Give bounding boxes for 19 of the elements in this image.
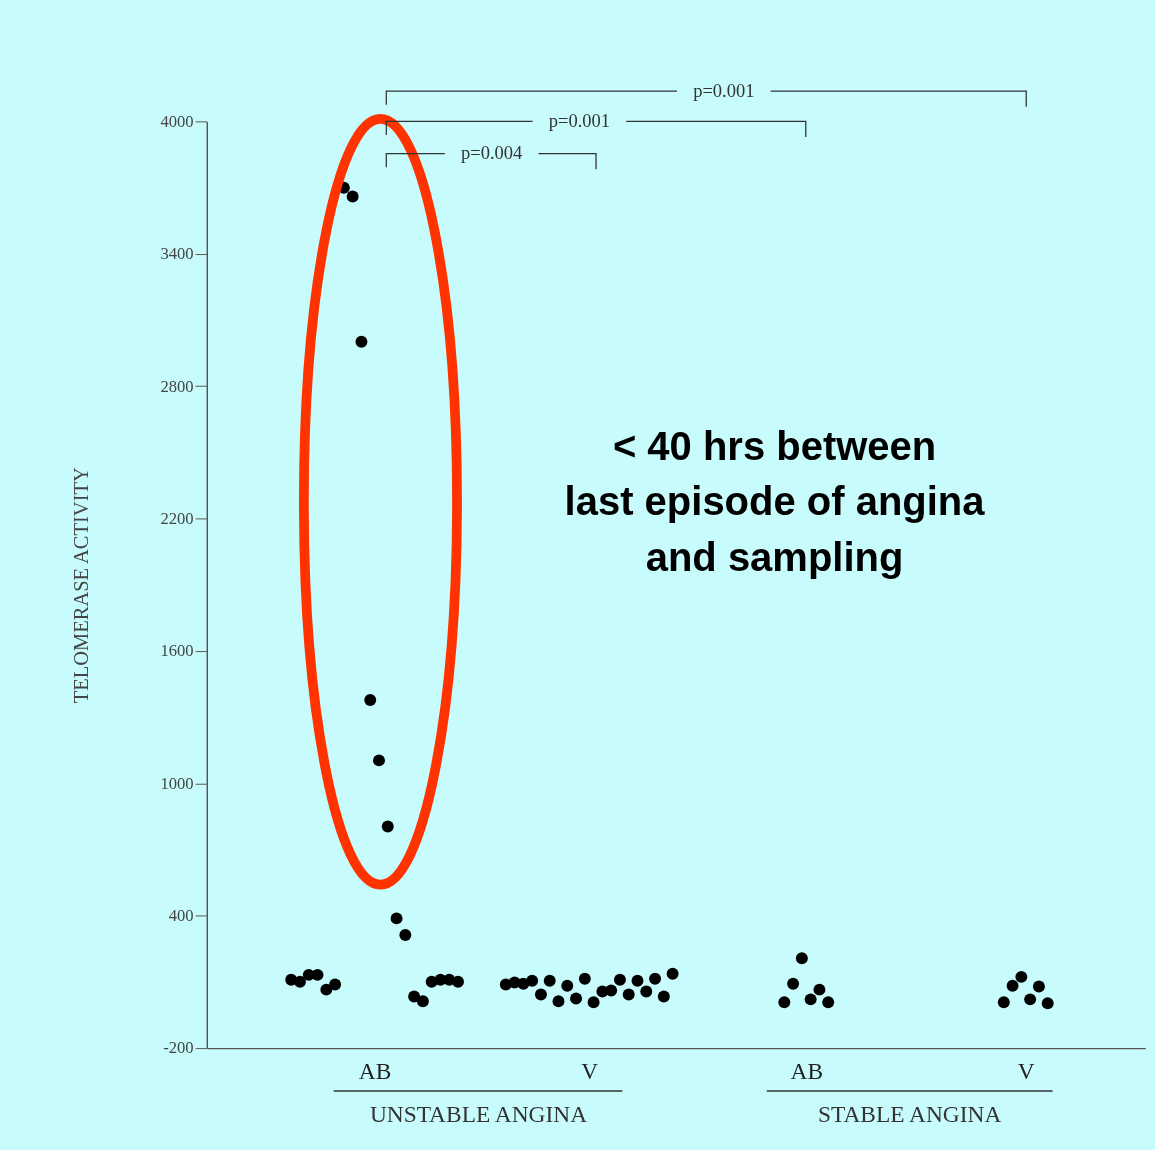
y-tick-label: 3400 bbox=[160, 244, 194, 264]
y-tick-label: 2200 bbox=[160, 508, 194, 528]
x-tick-label: V bbox=[581, 1057, 599, 1084]
annotation: < 40 hrs between last episode of angina and sampling bbox=[564, 423, 986, 580]
annotation: p=0.001 bbox=[548, 110, 611, 132]
x-axis-title: UNSTABLE ANGINA bbox=[369, 1100, 588, 1127]
y-tick-label: 2800 bbox=[160, 376, 194, 396]
x-tick-label: AB bbox=[358, 1057, 392, 1084]
y-tick-label: -200 bbox=[163, 1038, 194, 1058]
y-tick-label: 4000 bbox=[160, 111, 194, 131]
x-axis-title: STABLE ANGINA bbox=[817, 1100, 1002, 1127]
annotation: p=0.004 bbox=[460, 142, 523, 164]
text: p=0.001 bbox=[693, 80, 755, 101]
y-tick-label: 400 bbox=[168, 906, 194, 926]
y-tick-label: 1000 bbox=[160, 773, 194, 793]
x-tick-label: V bbox=[1017, 1057, 1035, 1084]
x-tick-label: AB bbox=[790, 1057, 823, 1084]
y-tick-label: 1600 bbox=[160, 641, 194, 661]
y-axis-title: TELOMERASE ACTIVITY bbox=[70, 467, 93, 704]
